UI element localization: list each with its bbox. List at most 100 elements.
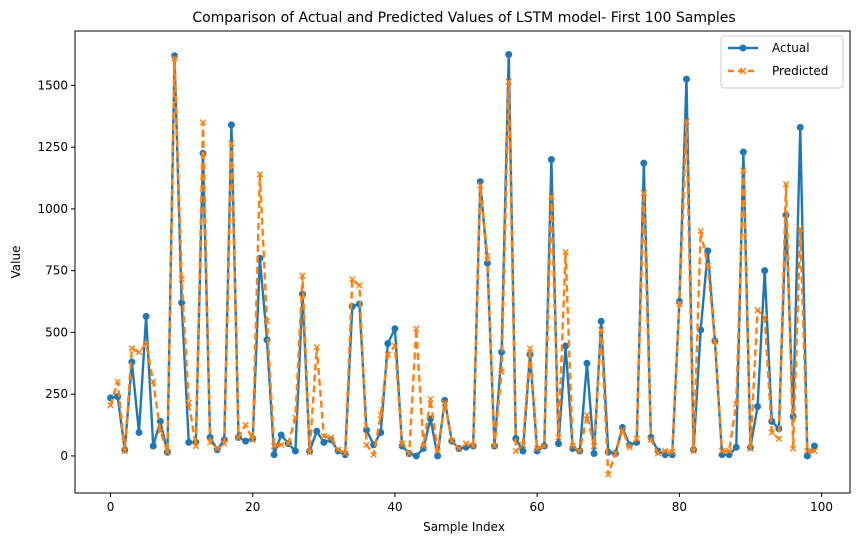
data-point-predicted <box>619 426 626 434</box>
data-point-actual <box>640 159 648 167</box>
data-point-predicted <box>164 448 171 456</box>
y-tick-label: 250 <box>45 387 68 401</box>
series-actual <box>107 50 818 460</box>
data-point-predicted <box>683 117 690 125</box>
data-point-predicted <box>761 314 768 321</box>
data-point-predicted <box>107 401 114 409</box>
data-point-predicted <box>704 262 712 270</box>
data-point-actual <box>227 121 235 129</box>
data-point-predicted <box>128 345 136 352</box>
data-point-predicted <box>206 439 214 446</box>
data-point-actual <box>483 259 491 267</box>
data-point-predicted <box>427 395 434 403</box>
data-point-actual <box>505 50 513 58</box>
data-point-predicted <box>782 180 790 188</box>
data-point-predicted <box>192 442 200 450</box>
y-tick-label: 1000 <box>37 202 68 216</box>
data-point-predicted <box>313 343 321 351</box>
data-point-predicted <box>327 434 335 441</box>
data-point-predicted <box>441 399 449 407</box>
data-point-predicted <box>270 442 278 450</box>
data-point-actual <box>533 447 541 455</box>
data-point-predicted <box>320 432 328 440</box>
data-point-actual <box>590 449 598 457</box>
data-point-predicted <box>121 447 129 455</box>
data-point-predicted <box>256 170 264 178</box>
data-point-predicted <box>348 275 356 283</box>
data-point-predicted <box>484 252 491 260</box>
data-point-predicted <box>604 471 612 478</box>
data-point-predicted <box>462 440 470 447</box>
data-point-predicted <box>747 445 754 452</box>
data-point-actual <box>412 452 420 460</box>
data-point-actual <box>142 312 150 320</box>
data-point-actual <box>697 326 705 334</box>
data-point-predicted <box>455 445 463 452</box>
data-point-actual <box>810 442 818 450</box>
data-point-actual <box>498 348 506 356</box>
x-tick-label: 40 <box>387 500 402 514</box>
data-point-predicted <box>505 78 513 85</box>
data-point-predicted <box>398 440 406 447</box>
legend: Actual Predicted <box>720 35 844 89</box>
data-point-actual <box>313 427 321 435</box>
data-point-actual <box>434 452 442 460</box>
data-point-predicted <box>469 442 477 450</box>
data-point-predicted <box>569 442 577 450</box>
data-point-predicted <box>448 437 456 445</box>
data-point-predicted <box>711 337 719 345</box>
data-point-predicted <box>768 429 776 436</box>
data-point-actual <box>391 325 399 333</box>
data-point-predicted <box>676 300 683 308</box>
data-point-predicted <box>142 340 150 347</box>
x-tick-label: 20 <box>245 500 260 514</box>
data-point-actual <box>796 123 804 131</box>
data-point-predicted <box>356 282 363 289</box>
data-point-predicted <box>277 441 285 449</box>
x-tick-label: 60 <box>530 500 545 514</box>
series-line-actual <box>110 53 816 458</box>
data-point-actual <box>242 437 250 445</box>
y-axis: 0 250 500 750 1000 1250 1500 <box>37 78 75 463</box>
data-point-actual <box>171 52 179 60</box>
series-line-predicted <box>109 56 815 476</box>
data-point-predicted <box>228 140 235 147</box>
data-point-predicted <box>725 447 733 455</box>
data-point-predicted <box>697 227 704 235</box>
data-point-actual <box>270 451 278 459</box>
data-point-predicted <box>199 119 207 126</box>
data-point-predicted <box>690 447 697 455</box>
data-point-actual <box>597 317 605 325</box>
data-point-predicted <box>640 189 648 197</box>
data-point-actual <box>185 438 193 446</box>
y-tick-label: 1500 <box>37 78 68 92</box>
data-point-actual <box>569 445 577 453</box>
data-point-actual <box>562 342 570 350</box>
data-point-actual <box>519 447 527 455</box>
data-point-predicted <box>149 378 157 386</box>
data-point-predicted <box>491 442 498 450</box>
data-point-predicted <box>363 441 370 449</box>
data-point-predicted <box>249 436 257 444</box>
data-point-actual <box>320 438 328 446</box>
data-point-predicted <box>811 447 818 455</box>
legend-predicted-marker <box>739 67 747 75</box>
data-point-predicted <box>420 442 427 450</box>
data-point-predicted <box>576 447 584 455</box>
data-point-actual <box>554 440 562 448</box>
data-point-predicted <box>299 272 306 279</box>
data-point-actual <box>761 267 769 275</box>
data-point-predicted <box>526 345 534 352</box>
data-point-actual <box>135 428 143 436</box>
data-point-actual <box>341 451 349 459</box>
data-point-actual <box>277 431 285 439</box>
y-tick-label: 750 <box>45 264 68 278</box>
plot-area <box>74 30 851 494</box>
x-tick-label: 80 <box>672 500 687 514</box>
data-point-predicted <box>285 440 292 447</box>
data-point-actual <box>156 417 164 425</box>
data-point-predicted <box>775 435 783 442</box>
data-point-predicted <box>334 446 342 454</box>
data-point-actual <box>291 447 299 455</box>
data-point-predicted <box>135 348 143 356</box>
